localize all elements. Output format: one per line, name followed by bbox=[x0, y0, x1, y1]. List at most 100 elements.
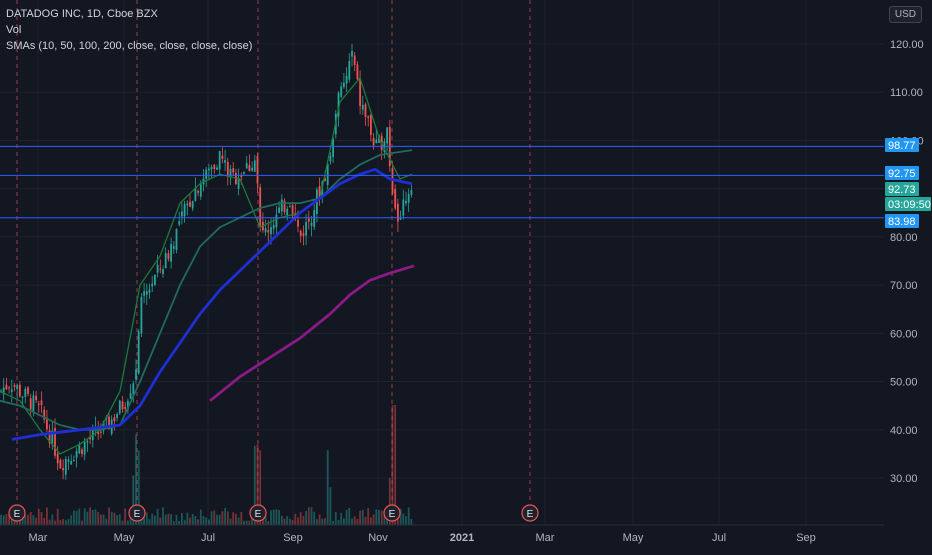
volume-bar bbox=[78, 508, 81, 525]
volume-bar bbox=[305, 510, 307, 525]
time-tick-label: Jul bbox=[712, 532, 726, 544]
earnings-circle bbox=[383, 504, 401, 522]
time-axis[interactable]: Mar May Jul Sep Nov 2021 Mar May Jul Sep bbox=[0, 524, 884, 544]
volume-bar bbox=[399, 508, 402, 525]
candle-body bbox=[402, 199, 405, 216]
volume-bar bbox=[162, 507, 164, 525]
candle-body bbox=[19, 384, 21, 397]
candle-body bbox=[313, 209, 316, 228]
candle-body bbox=[399, 217, 402, 220]
candle-body bbox=[259, 187, 262, 227]
price-tick-label: 120.00 bbox=[890, 39, 924, 51]
candle-body bbox=[272, 225, 275, 229]
volume-bar bbox=[189, 517, 191, 525]
sma-label[interactable]: SMAs (10, 50, 100, 200, close, close, cl… bbox=[6, 40, 253, 52]
volume-bar bbox=[10, 519, 13, 525]
volume-bar bbox=[59, 519, 62, 525]
volume-bar bbox=[237, 517, 240, 525]
volume-bar bbox=[302, 516, 305, 525]
candle-body bbox=[256, 156, 259, 184]
volume-bar bbox=[64, 520, 67, 525]
candle-body bbox=[386, 127, 388, 144]
volume-bar bbox=[186, 512, 189, 525]
price-axis[interactable]: 120.00110.00100.0090.0080.0070.0060.0050… bbox=[884, 0, 932, 550]
candle-body bbox=[151, 283, 154, 287]
currency-button[interactable]: USD bbox=[888, 6, 922, 23]
candle-body bbox=[140, 296, 143, 334]
earnings-letter: E bbox=[389, 509, 396, 520]
earnings-circle bbox=[249, 504, 267, 522]
volume-bar bbox=[124, 508, 127, 525]
volume-bar bbox=[224, 507, 226, 525]
candle-body bbox=[129, 393, 132, 399]
candle-body bbox=[75, 451, 78, 458]
volume-bar bbox=[151, 513, 154, 525]
candle-body bbox=[54, 428, 56, 456]
price-tag-bg bbox=[885, 197, 931, 211]
volume-bar bbox=[97, 511, 100, 525]
candle-body bbox=[197, 190, 199, 193]
candle-body bbox=[394, 189, 397, 209]
volume-bar bbox=[56, 508, 59, 525]
candle-body bbox=[229, 168, 232, 177]
earnings-circle bbox=[8, 504, 26, 522]
volume-label[interactable]: Vol bbox=[6, 24, 22, 36]
earnings-letter: E bbox=[255, 509, 262, 520]
price-axis-bg bbox=[884, 0, 932, 550]
candle-body bbox=[213, 164, 216, 169]
candle-body bbox=[164, 253, 167, 269]
volume-bar bbox=[259, 450, 262, 525]
price-tag-label: 03:09:50 bbox=[888, 199, 931, 211]
volume-bar bbox=[129, 513, 132, 525]
volume-bar bbox=[94, 509, 97, 525]
volume-bar bbox=[286, 516, 289, 525]
candle-body bbox=[299, 230, 302, 236]
volume-bar bbox=[340, 512, 343, 525]
price-tick-label: 60.00 bbox=[890, 328, 918, 340]
price-tick-label: 80.00 bbox=[890, 232, 918, 244]
volume-bar bbox=[54, 520, 56, 525]
volume-bar bbox=[113, 512, 116, 525]
volume-bar bbox=[210, 511, 213, 525]
volume-bar bbox=[407, 507, 410, 525]
candle-body bbox=[181, 211, 183, 217]
sma-line bbox=[0, 149, 413, 431]
candle-body bbox=[294, 212, 297, 217]
volume-bar bbox=[205, 517, 208, 525]
earnings-marker: E bbox=[8, 504, 26, 522]
volume-bar bbox=[81, 520, 83, 525]
earnings-circle bbox=[521, 504, 539, 522]
candle-body bbox=[32, 395, 35, 412]
volume-bar bbox=[334, 511, 337, 525]
candle-body bbox=[375, 139, 378, 144]
candle-body bbox=[291, 205, 294, 217]
candle-body bbox=[280, 199, 283, 212]
price-tag-bg bbox=[885, 138, 919, 152]
candle-body bbox=[186, 203, 189, 206]
candle-body bbox=[310, 222, 313, 226]
candle-body bbox=[132, 383, 135, 395]
candle-body bbox=[278, 207, 280, 213]
horizontal-lines[interactable] bbox=[0, 145, 884, 219]
volume-bar bbox=[388, 477, 391, 525]
symbol-title[interactable]: DATADOG INC, 1D, Cboe BZX bbox=[6, 8, 158, 20]
candle-body bbox=[81, 449, 83, 454]
candle-body bbox=[21, 396, 24, 398]
candle-body bbox=[356, 64, 359, 80]
earnings-circle bbox=[128, 504, 146, 522]
grid bbox=[0, 0, 884, 525]
candle-body bbox=[16, 385, 19, 390]
volume-bar bbox=[343, 518, 345, 525]
candle-body bbox=[143, 291, 145, 296]
volume-bar bbox=[145, 512, 148, 525]
volume-bar bbox=[402, 513, 405, 525]
candle-body bbox=[86, 440, 89, 443]
candle-body bbox=[245, 162, 248, 169]
volume-bar bbox=[378, 509, 380, 525]
earnings-marker: E bbox=[383, 504, 401, 522]
price-tick-label: 110.00 bbox=[890, 87, 923, 99]
volume-bar bbox=[218, 514, 221, 525]
